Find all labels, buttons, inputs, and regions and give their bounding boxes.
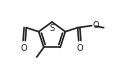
Text: S: S [49, 24, 55, 32]
Text: O: O [77, 44, 84, 53]
Text: O: O [20, 44, 27, 53]
Text: O: O [92, 21, 99, 30]
